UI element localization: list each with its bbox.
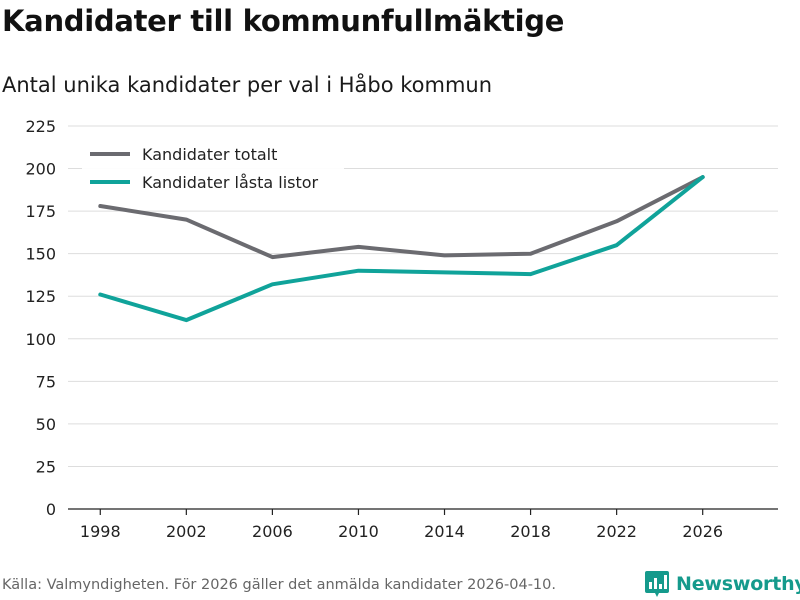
x-tick-label: 2014 [424, 522, 465, 541]
y-tick-label: 200 [25, 160, 56, 179]
newsworthy-logo-icon [645, 571, 669, 597]
x-tick-label: 2026 [682, 522, 723, 541]
series-line-totalt [98, 175, 705, 260]
x-tick-label: 2022 [596, 522, 637, 541]
x-tick-label: 2002 [166, 522, 207, 541]
chart-title: Kandidater till kommunfullmäktige [2, 4, 565, 38]
series-line-lasta-listor [98, 175, 705, 323]
brand-name: Newsworthy [676, 573, 800, 595]
brand-logo: Newsworthy [644, 568, 800, 600]
legend-label: Kandidater låsta listor [142, 173, 319, 192]
x-tick-label: 1998 [80, 522, 121, 541]
y-tick-label: 75 [36, 372, 56, 391]
x-tick-label: 2006 [252, 522, 293, 541]
y-tick-label: 100 [25, 330, 56, 349]
legend-background [82, 139, 344, 201]
chart-subtitle: Antal unika kandidater per val i Håbo ko… [2, 73, 493, 97]
x-tick-label: 2010 [338, 522, 379, 541]
y-tick-label: 150 [25, 245, 56, 264]
y-tick-label: 225 [25, 117, 56, 136]
y-tick-label: 0 [46, 500, 56, 519]
y-tick-label: 50 [36, 415, 56, 434]
y-tick-label: 25 [36, 457, 56, 476]
x-tick-label: 2018 [510, 522, 551, 541]
y-tick-label: 125 [25, 287, 56, 306]
legend-label: Kandidater totalt [142, 145, 277, 164]
source-note: Källa: Valmyndigheten. För 2026 gäller d… [2, 577, 556, 593]
y-tick-label: 175 [25, 202, 56, 221]
